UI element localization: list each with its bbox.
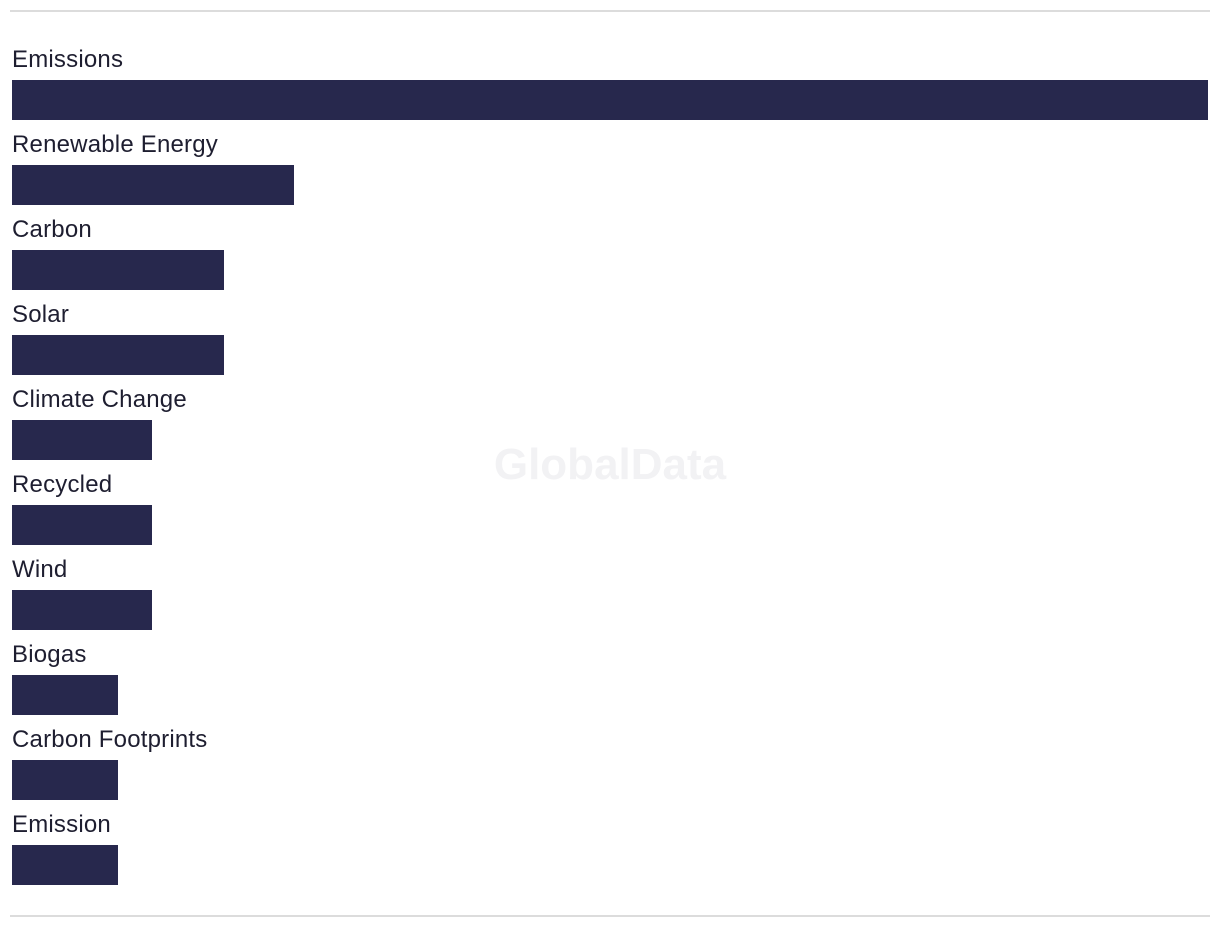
category-label: Solar <box>12 301 70 328</box>
top-divider <box>10 10 1210 12</box>
bar[interactable] <box>12 505 152 545</box>
bar[interactable] <box>12 845 118 885</box>
bar[interactable] <box>12 760 118 800</box>
bar[interactable] <box>12 335 224 375</box>
bottom-divider <box>10 915 1210 917</box>
bar[interactable] <box>12 165 294 205</box>
bar[interactable] <box>12 80 1208 120</box>
bar[interactable] <box>12 590 152 630</box>
category-label: Wind <box>12 556 68 583</box>
category-label: Carbon <box>12 216 92 243</box>
bar[interactable] <box>12 675 118 715</box>
category-label: Renewable Energy <box>12 131 218 158</box>
category-label: Biogas <box>12 641 87 668</box>
category-label: Climate Change <box>12 386 187 413</box>
bar[interactable] <box>12 420 152 460</box>
bar[interactable] <box>12 250 224 290</box>
category-label: Emissions <box>12 46 124 73</box>
category-label: Carbon Footprints <box>12 726 208 753</box>
category-label: Recycled <box>12 471 113 498</box>
category-label: Emission <box>12 811 111 838</box>
